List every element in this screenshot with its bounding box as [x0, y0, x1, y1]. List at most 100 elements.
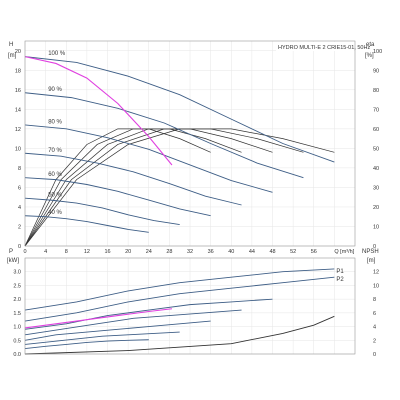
- power-panel-frame: [24, 257, 356, 355]
- max-head-curve: [24, 56, 173, 166]
- head-curve: [24, 92, 304, 179]
- power-curves: [24, 268, 335, 355]
- head-tick-label: 4: [18, 205, 21, 211]
- head-axis-unit: [m]: [8, 53, 17, 59]
- npsh-tick-label: 10: [373, 283, 379, 289]
- eta-tick-label: 70: [373, 107, 379, 113]
- speed-label: 40 %: [48, 210, 62, 216]
- x-tick-label: 32: [187, 249, 193, 255]
- chart-title: HYDRO MULTI-E 2 CRIE15-01, 50Hz: [278, 45, 370, 51]
- head-tick-label: 20: [15, 49, 21, 55]
- eta-axis-ticks: 0 10 20 30 40 50 60 70 80 90 100: [373, 49, 382, 250]
- eta-tick-label: 40: [373, 166, 379, 172]
- x-tick-label: 40: [228, 249, 234, 255]
- npsh-tick-label: 4: [373, 325, 376, 331]
- power-tick-label: 0.5: [13, 338, 21, 344]
- x-tick-label: 4: [44, 249, 47, 255]
- x-tick-label: 0: [23, 249, 26, 255]
- x-tick-label: 36: [208, 249, 214, 255]
- head-tick-label: 16: [15, 88, 21, 94]
- eta-tick-label: 0: [373, 244, 376, 250]
- speed-label: 60 %: [48, 172, 62, 178]
- head-tick-label: 6: [18, 185, 21, 191]
- x-tick-label: 20: [125, 249, 131, 255]
- power-grid: [24, 258, 355, 355]
- series-label-p2: P2: [336, 277, 344, 283]
- head-tick-label: 0: [18, 244, 21, 250]
- speed-labels: 100 % 90 % 80 % 70 % 60 % 50 % 40 %: [48, 51, 66, 216]
- power-curve-p1: [24, 268, 335, 311]
- max-power-curve: [24, 308, 173, 329]
- x-tick-label: 24: [146, 249, 152, 255]
- x-tick-label: 56: [311, 249, 317, 255]
- power-tick-label: 1.5: [13, 311, 21, 317]
- eta-tick-label: 60: [373, 127, 379, 133]
- eta-tick-label: 50: [373, 146, 379, 152]
- x-tick-label: 44: [249, 249, 255, 255]
- head-tick-label: 12: [15, 127, 21, 133]
- speed-label: 50 %: [48, 193, 62, 199]
- head-curves: [24, 56, 335, 247]
- power-tick-label: 2.0: [13, 297, 21, 303]
- power-curve: [24, 339, 149, 349]
- head-curve: [24, 56, 335, 163]
- npsh-tick-label: 0: [373, 352, 376, 358]
- eta-tick-label: 30: [373, 185, 379, 191]
- eta-tick-label: 20: [373, 205, 379, 211]
- npsh-curve: [24, 315, 335, 355]
- power-curve: [24, 298, 273, 330]
- head-tick-label: 2: [18, 224, 21, 230]
- npsh-tick-label: 2: [373, 338, 376, 344]
- head-curve: [24, 177, 211, 217]
- power-axis-label: P: [9, 249, 13, 255]
- eta-tick-label: 10: [373, 224, 379, 230]
- speed-label: 90 %: [48, 87, 62, 93]
- npsh-axis-label: NPSH: [362, 249, 379, 255]
- speed-label: 80 %: [48, 119, 62, 125]
- power-curve: [24, 320, 211, 341]
- head-panel-frame: [24, 40, 356, 247]
- head-curve: [24, 152, 242, 206]
- power-curve: [24, 309, 242, 336]
- x-tick-label: 48: [269, 249, 275, 255]
- head-axis-label: H: [9, 42, 13, 48]
- npsh-tick-label: 12: [373, 270, 379, 276]
- x-axis-ticks: 0 4 8 12 16 20 24 28 32 36 40 44 48 52 56 Q [m³/h]: [23, 249, 354, 255]
- head-curve: [24, 124, 273, 193]
- x-tick-label: Q [m³/h]: [334, 249, 354, 255]
- npsh-tick-label: 8: [373, 297, 376, 303]
- eta-tick-label: 90: [373, 68, 379, 74]
- speed-label: 100 %: [48, 51, 66, 57]
- power-tick-label: 2.5: [13, 283, 21, 289]
- power-curve-p2: [24, 276, 335, 322]
- power-axis-unit: [kW]: [7, 258, 19, 264]
- x-tick-label: 52: [290, 249, 296, 255]
- npsh-tick-label: 6: [373, 311, 376, 317]
- speed-label: 70 %: [48, 148, 62, 154]
- npsh-axis-ticks: 0 2 4 6 8 10 12: [373, 270, 379, 358]
- power-axis-ticks: 0.0 0.5 1.0 1.5 2.0 2.5 3.0: [13, 270, 21, 358]
- head-curve: [24, 197, 180, 225]
- x-tick-label: 8: [65, 249, 68, 255]
- eta-tick-label: 100: [373, 49, 382, 55]
- head-tick-label: 14: [15, 107, 21, 113]
- head-tick-label: 8: [18, 166, 21, 172]
- head-curve: [24, 215, 149, 233]
- head-tick-label: 10: [15, 146, 21, 152]
- power-tick-label: 3.0: [13, 270, 21, 276]
- eta-axis-label: eta: [366, 42, 375, 48]
- x-tick-label: 28: [166, 249, 172, 255]
- x-tick-label: 12: [84, 249, 90, 255]
- eta-axis-unit: [%]: [365, 53, 374, 59]
- npsh-axis-unit: [m]: [367, 258, 376, 264]
- power-tick-label: 1.0: [13, 325, 21, 331]
- eta-tick-label: 80: [373, 88, 379, 94]
- power-curve: [24, 331, 180, 345]
- series-label-p1: P1: [336, 269, 344, 275]
- head-tick-label: 18: [15, 68, 21, 74]
- head-axis-ticks: 0 2 4 6 8 10 12 14 16 18 20: [15, 49, 21, 250]
- title-box: [276, 42, 354, 51]
- power-tick-label: 0.0: [13, 352, 21, 358]
